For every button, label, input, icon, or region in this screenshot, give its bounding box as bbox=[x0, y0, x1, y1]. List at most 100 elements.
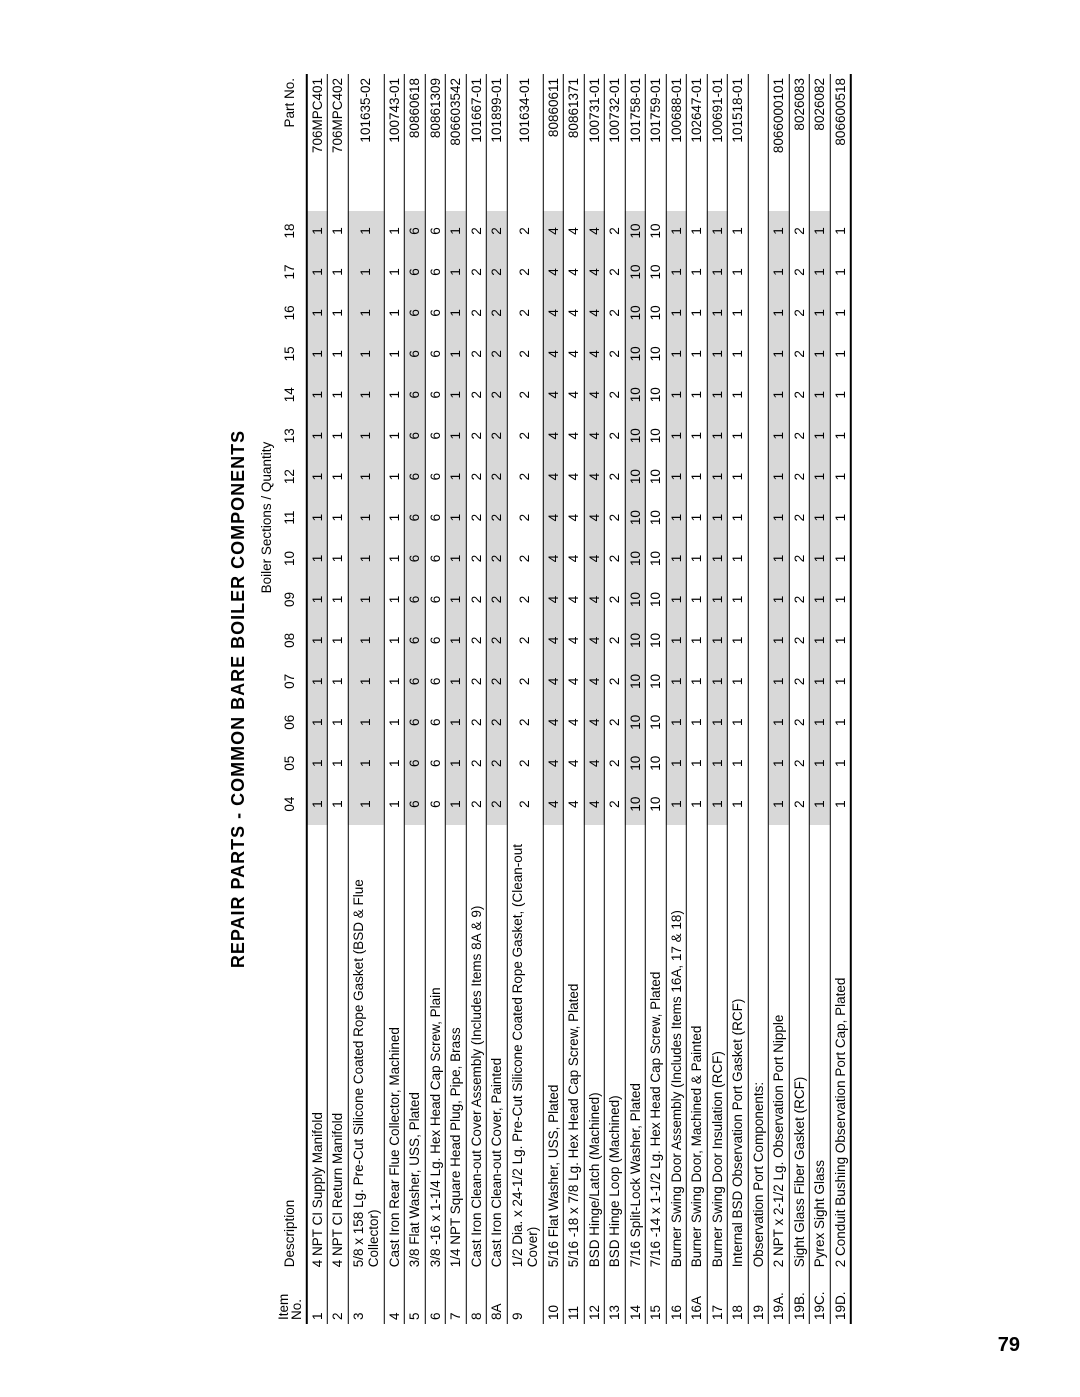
table-row: 14 NPT CI Supply Manifold111111111111111… bbox=[306, 74, 327, 1324]
cell-part-no: 706MPC402 bbox=[327, 74, 348, 211]
cell-item-no: 19D. bbox=[830, 1271, 851, 1324]
cell-qty: 1 bbox=[707, 742, 728, 783]
cell-qty: 1 bbox=[830, 292, 851, 333]
table-row: 35/8 x 158 Lg. Pre-Cut Silicone Coated R… bbox=[348, 74, 384, 1324]
cell-qty: 1 bbox=[445, 619, 466, 660]
cell-qty: 1 bbox=[728, 701, 749, 742]
qty-spanner: Boiler Sections / Quantity bbox=[259, 210, 275, 824]
cell-qty: 6 bbox=[404, 619, 425, 660]
cell-qty: 2 bbox=[789, 333, 810, 374]
cell-qty: 1 bbox=[687, 578, 708, 619]
cell-part-no: 80860618 bbox=[404, 74, 425, 211]
cell-qty: 1 bbox=[306, 374, 327, 415]
cell-qty: 2 bbox=[486, 415, 507, 456]
cell-qty: 6 bbox=[404, 660, 425, 701]
cell-qty: 1 bbox=[445, 783, 466, 824]
cell-description: Cast Iron Rear Flue Collector, Machined bbox=[384, 824, 405, 1271]
table-row: 91/2 Dia. x 24-1/2 Lg. Pre-Cut Silicone … bbox=[507, 74, 543, 1324]
cell-qty: 1 bbox=[384, 210, 405, 251]
cell-qty: 1 bbox=[384, 374, 405, 415]
cell-qty: 2 bbox=[466, 456, 487, 497]
table-row: 105/16 Flat Washer, USS, Plated444444444… bbox=[543, 74, 564, 1324]
cell-qty: 6 bbox=[404, 742, 425, 783]
cell-qty: 1 bbox=[348, 701, 384, 742]
table-row: 115/16 -18 x 7/8 Lg. Hex Head Cap Screw,… bbox=[564, 74, 585, 1324]
cell-qty: 1 bbox=[327, 783, 348, 824]
cell-qty: 4 bbox=[543, 742, 564, 783]
cell-qty: 1 bbox=[707, 538, 728, 579]
cell-qty: 2 bbox=[605, 497, 626, 538]
cell-description: 7/16 -14 x 1-1/2 Lg. Hex Head Cap Screw,… bbox=[646, 824, 667, 1271]
cell-part-no: 101667-01 bbox=[466, 74, 487, 211]
cell-qty: 2 bbox=[486, 374, 507, 415]
table-row: 16Burner Swing Door Assembly (Includes I… bbox=[666, 74, 687, 1324]
cell-qty: 4 bbox=[584, 415, 605, 456]
col-part-no: Part No. bbox=[274, 74, 306, 211]
cell-qty: 4 bbox=[543, 701, 564, 742]
cell-qty: 1 bbox=[666, 333, 687, 374]
cell-qty: 1 bbox=[769, 415, 790, 456]
cell-qty: 1 bbox=[666, 456, 687, 497]
col-qty-12: 12 bbox=[274, 456, 306, 497]
cell-part-no: 101759-01 bbox=[646, 74, 667, 211]
table-row: 18Internal BSD Observation Port Gasket (… bbox=[728, 74, 749, 1324]
cell-item-no: 10 bbox=[543, 1271, 564, 1324]
cell-description: 5/8 x 158 Lg. Pre-Cut Silicone Coated Ro… bbox=[348, 824, 384, 1271]
cell-qty: 1 bbox=[728, 783, 749, 824]
cell-qty: 10 bbox=[625, 497, 646, 538]
cell-qty: 1 bbox=[830, 701, 851, 742]
cell-qty: 1 bbox=[445, 251, 466, 292]
cell-qty: 1 bbox=[769, 538, 790, 579]
cell-qty: 10 bbox=[646, 783, 667, 824]
cell-qty: 4 bbox=[543, 783, 564, 824]
cell-part-no bbox=[748, 74, 769, 211]
cell-qty: 1 bbox=[327, 251, 348, 292]
table-row: 24 NPT CI Return Manifold111111111111111… bbox=[327, 74, 348, 1324]
cell-qty: 1 bbox=[769, 456, 790, 497]
cell-qty: 1 bbox=[348, 742, 384, 783]
cell-qty: 1 bbox=[445, 742, 466, 783]
cell-qty: 1 bbox=[707, 456, 728, 497]
cell-qty: 1 bbox=[327, 292, 348, 333]
cell-qty: 1 bbox=[728, 619, 749, 660]
cell-qty: 4 bbox=[584, 456, 605, 497]
cell-qty: 6 bbox=[425, 660, 446, 701]
cell-qty: 2 bbox=[605, 251, 626, 292]
cell-qty: 2 bbox=[486, 701, 507, 742]
cell-qty: 1 bbox=[327, 701, 348, 742]
cell-qty: 4 bbox=[564, 456, 585, 497]
cell-qty: 2 bbox=[466, 742, 487, 783]
cell-item-no: 19 bbox=[748, 1271, 769, 1324]
table-row: 17Burner Swing Door Insulation (RCF)1111… bbox=[707, 74, 728, 1324]
cell-description: 7/16 Split-Lock Washer, Plated bbox=[625, 824, 646, 1271]
cell-qty: 4 bbox=[543, 538, 564, 579]
cell-qty: 2 bbox=[605, 333, 626, 374]
cell-qty: 1 bbox=[830, 497, 851, 538]
cell-qty: 4 bbox=[564, 415, 585, 456]
cell-item-no: 4 bbox=[384, 1271, 405, 1324]
cell-qty: 2 bbox=[507, 374, 543, 415]
cell-qty: 10 bbox=[625, 251, 646, 292]
cell-description: 5/16 -18 x 7/8 Lg. Hex Head Cap Screw, P… bbox=[564, 824, 585, 1271]
cell-qty: 1 bbox=[769, 578, 790, 619]
cell-qty: 1 bbox=[445, 210, 466, 251]
cell-qty: 1 bbox=[769, 374, 790, 415]
cell-qty: 2 bbox=[507, 251, 543, 292]
cell-qty: 1 bbox=[769, 619, 790, 660]
cell-qty: 10 bbox=[625, 742, 646, 783]
cell-part-no: 706MPC401 bbox=[306, 74, 327, 211]
cell-qty: 6 bbox=[425, 742, 446, 783]
cell-qty: 10 bbox=[625, 578, 646, 619]
cell-qty: 2 bbox=[507, 660, 543, 701]
cell-qty: 1 bbox=[666, 497, 687, 538]
cell-qty: 10 bbox=[646, 742, 667, 783]
cell-description: 5/16 Flat Washer, USS, Plated bbox=[543, 824, 564, 1271]
cell-qty: 2 bbox=[789, 783, 810, 824]
cell-item-no: 6 bbox=[425, 1271, 446, 1324]
cell-qty: 10 bbox=[625, 619, 646, 660]
cell-qty: 10 bbox=[646, 251, 667, 292]
cell-qty: 4 bbox=[564, 251, 585, 292]
cell-qty: 2 bbox=[466, 538, 487, 579]
table-row: 19Observation Port Components: bbox=[748, 74, 769, 1324]
table-row: 71/4 NPT Square Head Plug, Pipe, Brass11… bbox=[445, 74, 466, 1324]
